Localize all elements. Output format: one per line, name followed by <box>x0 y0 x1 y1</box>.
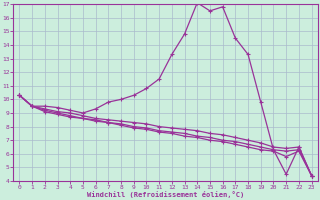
X-axis label: Windchill (Refroidissement éolien,°C): Windchill (Refroidissement éolien,°C) <box>87 191 244 198</box>
